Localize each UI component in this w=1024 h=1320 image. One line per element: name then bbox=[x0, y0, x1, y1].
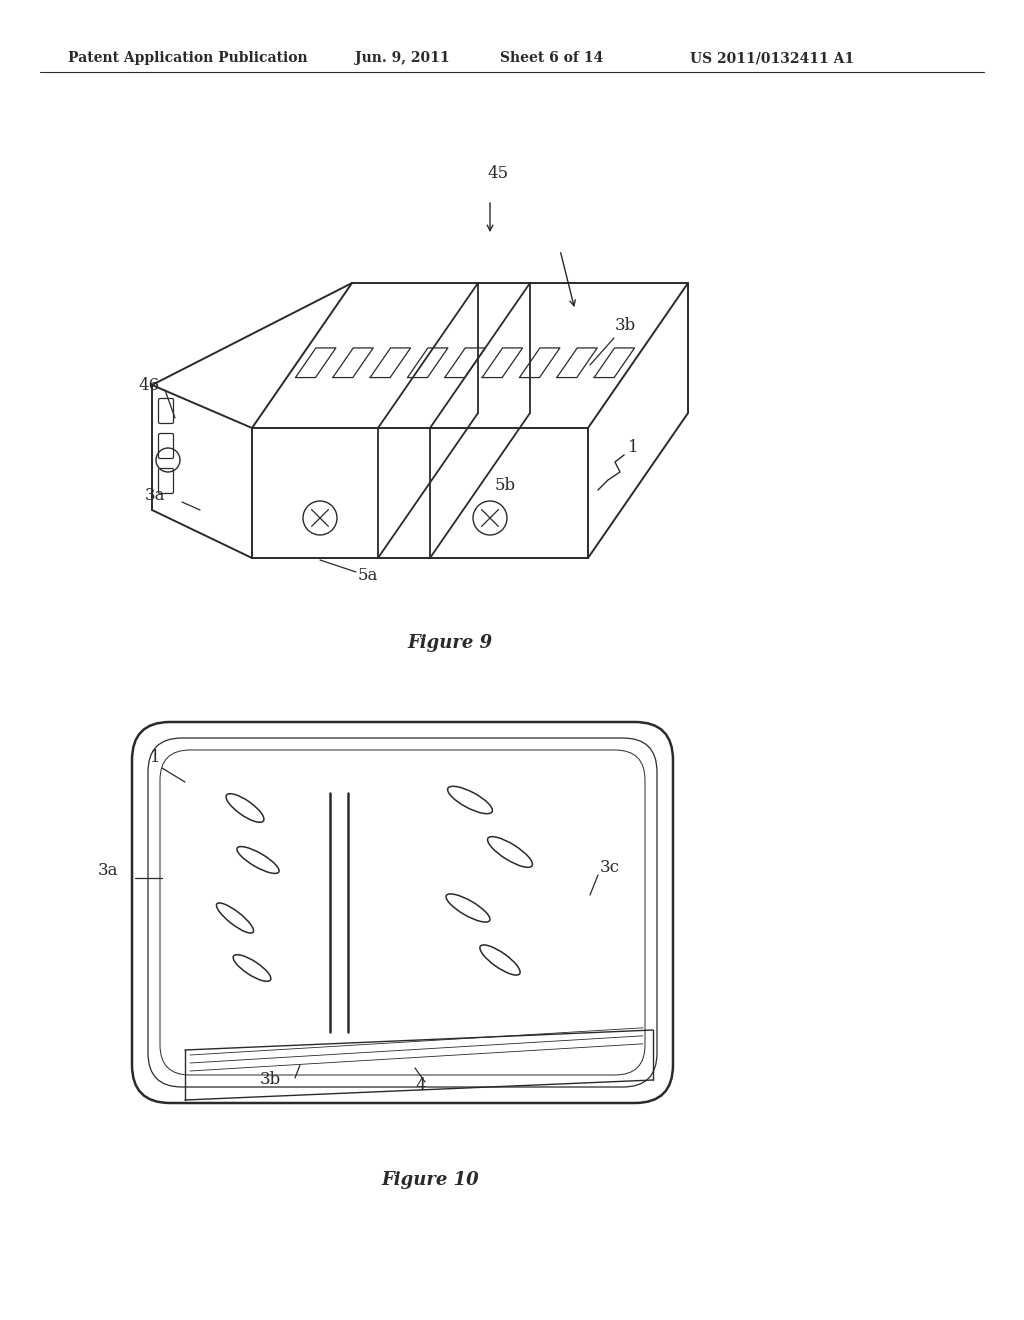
Text: Figure 10: Figure 10 bbox=[381, 1171, 479, 1189]
Text: 3a: 3a bbox=[98, 862, 119, 879]
Text: Sheet 6 of 14: Sheet 6 of 14 bbox=[500, 51, 603, 65]
Text: 3b: 3b bbox=[615, 317, 636, 334]
Text: Patent Application Publication: Patent Application Publication bbox=[68, 51, 307, 65]
Text: 1: 1 bbox=[150, 748, 161, 766]
Text: 45: 45 bbox=[487, 165, 508, 182]
Text: 4: 4 bbox=[415, 1077, 426, 1094]
Text: 3b: 3b bbox=[260, 1071, 282, 1088]
Text: 3c: 3c bbox=[600, 859, 620, 876]
Text: 3a: 3a bbox=[145, 487, 166, 504]
Text: Jun. 9, 2011: Jun. 9, 2011 bbox=[355, 51, 450, 65]
Text: 5a: 5a bbox=[358, 568, 379, 583]
Text: 1: 1 bbox=[628, 440, 639, 455]
Text: US 2011/0132411 A1: US 2011/0132411 A1 bbox=[690, 51, 854, 65]
Text: 46: 46 bbox=[138, 378, 159, 393]
Text: 5b: 5b bbox=[495, 477, 516, 494]
Text: Figure 9: Figure 9 bbox=[408, 634, 493, 652]
